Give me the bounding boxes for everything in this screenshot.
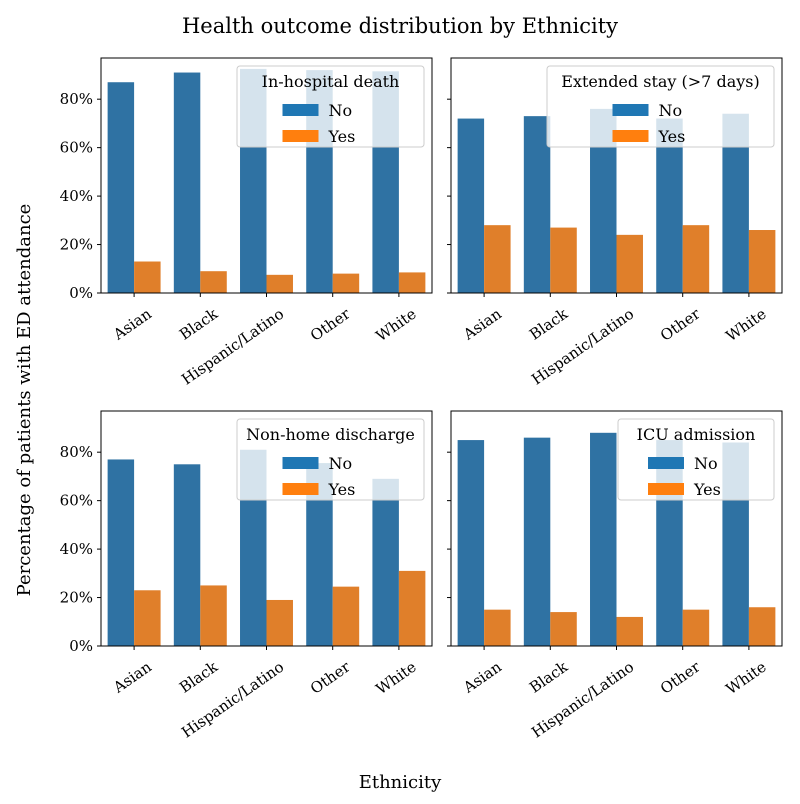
legend-label: Yes: [328, 480, 356, 499]
bar-yes: [484, 225, 511, 293]
figure-title: Health outcome distribution by Ethnicity: [182, 14, 618, 38]
bar-yes: [266, 599, 293, 646]
legend: ICU admission No Yes: [617, 418, 775, 501]
y-tick-label: 80%: [60, 90, 93, 108]
y-axis-label: Percentage of patients with ED attendanc…: [14, 204, 35, 597]
bar-no: [656, 118, 683, 293]
bar-yes: [550, 227, 577, 293]
x-tick-label: Other: [657, 304, 704, 344]
x-tick-label: Asian: [109, 305, 155, 345]
bar-yes: [682, 609, 710, 646]
bar-yes: [332, 273, 360, 293]
x-axis-label: Ethnicity: [359, 772, 442, 793]
legend-swatch-no: [648, 457, 684, 469]
x-tick-label: Other: [657, 657, 704, 697]
x-tick-label: Black: [526, 657, 572, 697]
y-tick-label: 80%: [60, 443, 93, 461]
x-tick-label: Black: [176, 657, 222, 697]
legend-label: Yes: [328, 127, 356, 146]
x-tick-label: Other: [307, 304, 354, 344]
y-tick-label: 40%: [60, 187, 93, 205]
y-tick-label: 60%: [60, 139, 93, 157]
legend-title: Extended stay (>7 days): [561, 72, 759, 91]
legend-swatch-yes: [282, 130, 319, 142]
x-tick-label: White: [373, 305, 420, 346]
x-tick-label: White: [723, 658, 770, 699]
legend-box: [236, 65, 425, 148]
legend: In-hospital death No Yes: [236, 65, 425, 148]
legend-label: No: [329, 454, 353, 473]
legend-title: In-hospital death: [262, 72, 400, 91]
x-tick-label: Asian: [459, 305, 505, 345]
y-tick-label: 40%: [60, 540, 93, 558]
bar-no: [107, 459, 135, 646]
y-tick-label: 0%: [69, 637, 93, 655]
bar-yes: [748, 607, 776, 646]
x-tick-label: Asian: [109, 658, 155, 698]
legend: Non-home discharge No Yes: [236, 418, 425, 501]
legend: Extended stay (>7 days) No Yes: [546, 65, 775, 148]
legend-swatch-yes: [612, 130, 649, 142]
bar-no: [107, 82, 135, 293]
y-tick-label: 60%: [60, 492, 93, 510]
bar-yes: [134, 590, 161, 646]
legend-box: [546, 65, 775, 148]
bar-yes: [682, 225, 710, 293]
bar-yes: [550, 612, 577, 646]
bar-no: [173, 72, 201, 294]
legend-box: [236, 418, 425, 501]
bar-yes: [616, 616, 643, 646]
x-tick-label: White: [373, 658, 420, 699]
bar-no: [173, 464, 201, 646]
legend-box: [617, 418, 775, 501]
bar-yes: [398, 272, 426, 293]
legend-label: No: [329, 101, 353, 120]
legend-swatch-no: [282, 457, 319, 469]
bar-yes: [332, 586, 360, 646]
legend-swatch-yes: [648, 483, 684, 495]
bar-no: [457, 118, 485, 293]
y-tick-label: 20%: [60, 236, 93, 254]
x-tick-label: White: [723, 305, 770, 346]
bar-no: [457, 440, 485, 646]
legend-swatch-yes: [282, 483, 319, 495]
bar-yes: [200, 585, 227, 646]
legend-title: ICU admission: [637, 425, 756, 444]
bar-no: [590, 432, 617, 646]
y-tick-label: 20%: [60, 589, 93, 607]
bar-yes: [748, 230, 776, 293]
x-tick-label: Other: [307, 657, 354, 697]
bar-yes: [134, 261, 161, 293]
legend-title: Non-home discharge: [246, 425, 415, 444]
legend-swatch-no: [282, 104, 319, 116]
legend-label: No: [659, 101, 683, 120]
x-tick-label: Black: [526, 304, 572, 344]
legend-label: No: [694, 454, 718, 473]
bar-yes: [484, 609, 511, 646]
bar-no: [523, 116, 551, 293]
bar-no: [523, 437, 551, 646]
y-tick-label: 0%: [69, 284, 93, 302]
legend-label: Yes: [693, 480, 721, 499]
bar-yes: [266, 274, 293, 293]
bar-yes: [200, 271, 227, 293]
bar-no: [372, 478, 399, 646]
bar-yes: [398, 570, 426, 646]
legend-swatch-no: [612, 104, 649, 116]
legend-label: Yes: [658, 127, 686, 146]
bar-yes: [616, 234, 643, 293]
x-tick-label: Black: [176, 304, 222, 344]
x-tick-label: Asian: [459, 658, 505, 698]
